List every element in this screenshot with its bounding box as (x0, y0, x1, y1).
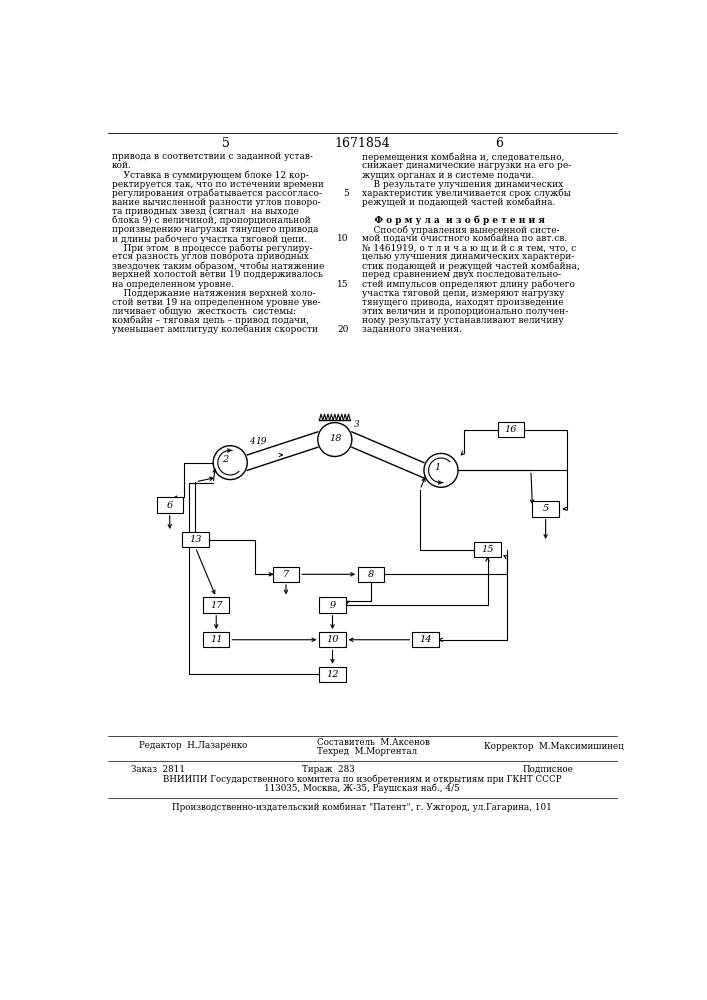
Text: 20: 20 (337, 325, 349, 334)
Text: 11: 11 (210, 635, 223, 644)
Text: Техред  М.Моргентал: Техред М.Моргентал (317, 747, 417, 756)
Text: 7: 7 (283, 570, 289, 579)
Text: Заказ  2811: Заказ 2811 (131, 765, 185, 774)
Text: 19: 19 (255, 437, 267, 446)
Text: заданного значения.: заданного значения. (362, 325, 462, 334)
Text: При этом  в процессе работы регулиру-: При этом в процессе работы регулиру- (112, 243, 312, 253)
Text: произведению нагрузки тянущего привода: произведению нагрузки тянущего привода (112, 225, 318, 234)
Text: стой ветви 19 на определенном уровне уве-: стой ветви 19 на определенном уровне уве… (112, 298, 320, 307)
Text: Составитель  М.Аксенов: Составитель М.Аксенов (317, 738, 430, 747)
Bar (358, 567, 385, 582)
Bar (474, 542, 501, 557)
Text: В результате улучшения динамических: В результате улучшения динамических (362, 180, 563, 189)
Text: стей импульсов определяют длину рабочего: стей импульсов определяют длину рабочего (362, 280, 575, 289)
Text: 3: 3 (354, 420, 360, 429)
Text: снижает динамические нагрузки на его ре-: снижает динамические нагрузки на его ре- (362, 161, 571, 170)
Text: Способ управления вынесенной систе-: Способ управления вынесенной систе- (362, 225, 559, 235)
Text: комбайн – тяговая цепь – привод подачи,: комбайн – тяговая цепь – привод подачи, (112, 316, 309, 325)
Text: ректируется так, что по истечении времени: ректируется так, что по истечении времен… (112, 180, 324, 189)
Text: 1671854: 1671854 (334, 137, 390, 150)
Bar (203, 632, 230, 647)
Text: Поддержание натяжения верхней холо-: Поддержание натяжения верхней холо- (112, 289, 315, 298)
Text: 15: 15 (481, 545, 493, 554)
Text: № 1461919, о т л и ч а ю щ и й с я тем, что, с: № 1461919, о т л и ч а ю щ и й с я тем, … (362, 243, 576, 252)
Text: 6: 6 (167, 500, 173, 510)
Bar (320, 667, 346, 682)
Text: 1: 1 (434, 463, 440, 472)
Text: та приводных звезд (сигнал  на выходе: та приводных звезд (сигнал на выходе (112, 207, 298, 216)
Text: участка тяговой цепи, измеряют нагрузку: участка тяговой цепи, измеряют нагрузку (362, 289, 564, 298)
Text: и длины рабочего участка тяговой цепи.: и длины рабочего участка тяговой цепи. (112, 234, 307, 244)
Text: регулирования отрабатывается рассогласо-: регулирования отрабатывается рассогласо- (112, 189, 322, 198)
Text: 6: 6 (495, 137, 503, 150)
Bar (532, 501, 559, 517)
Text: привода в соответствии с заданной устав-: привода в соответствии с заданной устав- (112, 152, 312, 161)
Bar (498, 422, 524, 437)
Text: перемещения комбайна и, следовательно,: перемещения комбайна и, следовательно, (362, 152, 564, 162)
Text: 10: 10 (337, 234, 349, 243)
Bar (320, 632, 346, 647)
Text: 14: 14 (419, 635, 432, 644)
Text: 8: 8 (368, 570, 375, 579)
Text: Ф о р м у л а  и з о б р е т е н и я: Ф о р м у л а и з о б р е т е н и я (362, 216, 545, 225)
Text: личивает общую  жесткость  системы:: личивает общую жесткость системы: (112, 307, 296, 316)
Text: блока 9) с величиной, пропорциональной: блока 9) с величиной, пропорциональной (112, 216, 310, 225)
Text: Редактор  Н.Лазаренко: Редактор Н.Лазаренко (139, 741, 247, 750)
Text: верхней холостой ветви 19 поддерживалось: верхней холостой ветви 19 поддерживалось (112, 270, 322, 279)
Text: режущей и подающей частей комбайна.: режущей и подающей частей комбайна. (362, 198, 555, 207)
Text: вание вычисленной разности углов поворо-: вание вычисленной разности углов поворо- (112, 198, 320, 207)
Text: 13: 13 (189, 535, 201, 544)
Bar (182, 532, 209, 547)
Text: 16: 16 (505, 425, 517, 434)
Text: 17: 17 (210, 601, 223, 610)
Text: Производственно-издательский комбинат "Патент", г. Ужгород, ул.Гагарина, 101: Производственно-издательский комбинат "П… (172, 802, 552, 812)
Bar (203, 597, 230, 613)
Text: 18: 18 (329, 434, 342, 443)
Text: тянущего привода, находят произведение: тянущего привода, находят произведение (362, 298, 563, 307)
Text: жущих органах и в системе подачи.: жущих органах и в системе подачи. (362, 171, 534, 180)
Text: 9: 9 (329, 601, 336, 610)
Text: стик подающей и режущей частей комбайна,: стик подающей и режущей частей комбайна, (362, 261, 580, 271)
Bar (412, 632, 438, 647)
Text: 5: 5 (221, 137, 230, 150)
Text: Подписное: Подписное (522, 765, 573, 774)
Text: кой.: кой. (112, 161, 132, 170)
Text: 5: 5 (343, 189, 349, 198)
Text: 2: 2 (222, 455, 228, 464)
Text: характеристик увеличивается срок службы: характеристик увеличивается срок службы (362, 189, 571, 198)
Text: Тираж  283: Тираж 283 (303, 765, 355, 774)
Text: 12: 12 (326, 670, 339, 679)
Text: перед сравнением двух последовательно-: перед сравнением двух последовательно- (362, 270, 561, 279)
Text: 10: 10 (326, 635, 339, 644)
Text: Уставка в суммирующем блоке 12 кор-: Уставка в суммирующем блоке 12 кор- (112, 171, 308, 180)
Text: звездочек таким образом, чтобы натяжение: звездочек таким образом, чтобы натяжение (112, 261, 324, 271)
Text: 4: 4 (249, 437, 255, 446)
Text: ному результату устанавливают величину: ному результату устанавливают величину (362, 316, 563, 325)
Text: 113035, Москва, Ж-35, Раушская наб., 4/5: 113035, Москва, Ж-35, Раушская наб., 4/5 (264, 784, 460, 793)
Text: мой подачи очистного комбайна по авт.св.: мой подачи очистного комбайна по авт.св. (362, 234, 567, 243)
Text: Корректор  М.Максимишинец: Корректор М.Максимишинец (484, 742, 624, 751)
Text: уменьшает амплитуду колебания скорости: уменьшает амплитуду колебания скорости (112, 325, 317, 334)
Text: на определенном уровне.: на определенном уровне. (112, 280, 233, 289)
Text: ется разность углов поворота приводных: ется разность углов поворота приводных (112, 252, 308, 261)
Text: этих величин и пропорционально получен-: этих величин и пропорционально получен- (362, 307, 568, 316)
Text: целью улучшения динамических характери-: целью улучшения динамических характери- (362, 252, 574, 261)
Bar (273, 567, 299, 582)
Bar (320, 597, 346, 613)
Text: 15: 15 (337, 280, 349, 289)
Text: 5: 5 (542, 504, 549, 513)
Bar (156, 497, 183, 513)
Text: ВНИИПИ Государственного комитета по изобретениям и открытиям при ГКНТ СССР: ВНИИПИ Государственного комитета по изоб… (163, 774, 561, 784)
